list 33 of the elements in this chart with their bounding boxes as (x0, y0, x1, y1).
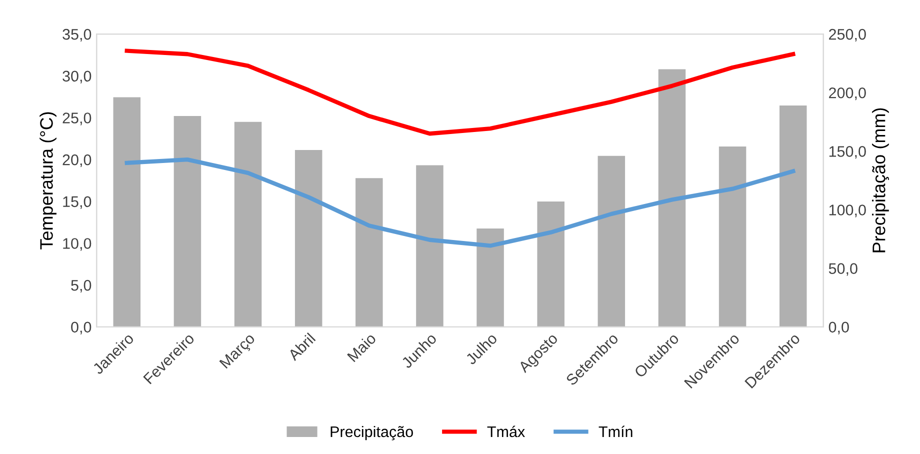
line-series (124, 157, 796, 248)
y2-axis-title: Precipitação (mm) (872, 108, 889, 252)
bar (537, 202, 564, 327)
bar (174, 116, 202, 327)
bar (718, 146, 746, 327)
bar (779, 106, 807, 327)
y-axis-title: Temperatura (°C) (40, 112, 56, 250)
y-tick-label: 10,0 (63, 238, 92, 251)
y-tick-label: 35,0 (62, 28, 92, 42)
y2-tick-label: 250,0 (829, 28, 866, 42)
y-tick-label: 5,0 (71, 280, 92, 293)
bar (294, 150, 322, 327)
y2-tick-label: 0,0 (828, 322, 849, 334)
bar (113, 97, 141, 327)
y2-tick-label: 100,0 (829, 204, 866, 218)
legend-label: Precipitação (330, 426, 413, 440)
bar (598, 156, 626, 327)
bar (476, 228, 504, 327)
bar (416, 165, 444, 327)
y2-tick-label: 50,0 (828, 263, 858, 276)
y-tick-label: 15,0 (63, 196, 92, 209)
y2-tick-label: 200,0 (829, 87, 866, 100)
legend-label: Tmín (598, 426, 632, 438)
y2-tick-label: 150,0 (829, 146, 866, 159)
bar (234, 122, 262, 327)
legend-label: Tmáx (487, 426, 525, 438)
bar (356, 178, 383, 327)
line-series (124, 48, 796, 136)
y-tick-label: 30,0 (62, 70, 92, 84)
y-tick-label: 25,0 (62, 112, 92, 126)
bar (658, 69, 686, 327)
y-tick-label: 20,0 (62, 154, 92, 168)
y-tick-label: 0,0 (71, 322, 92, 334)
